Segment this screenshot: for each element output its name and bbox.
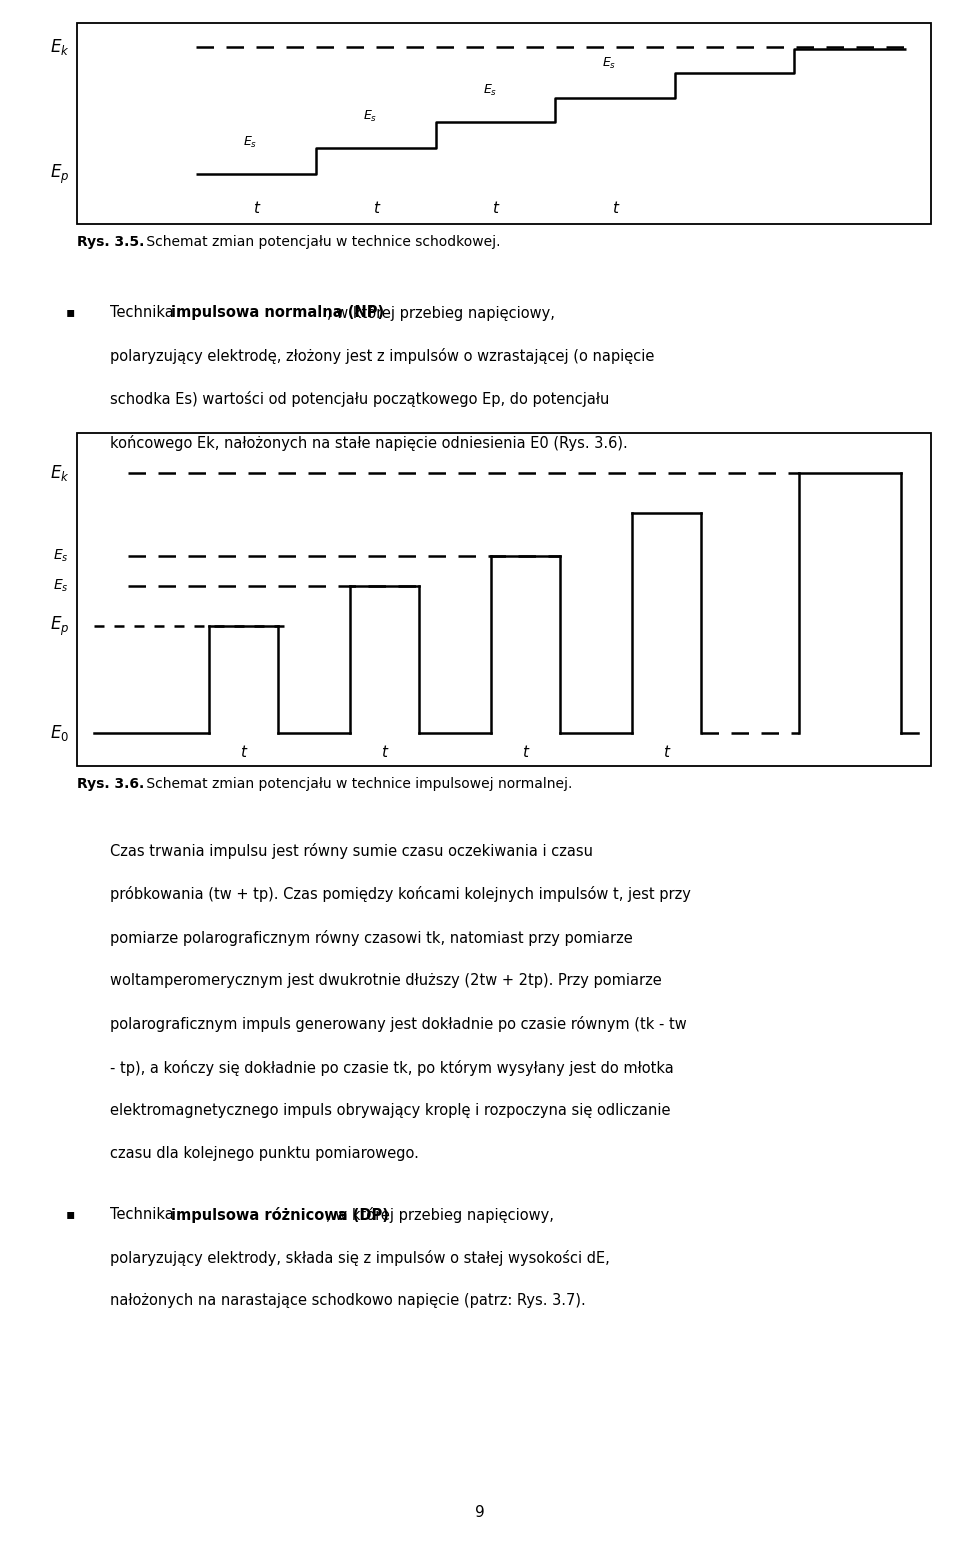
Text: t: t: [663, 746, 669, 760]
Text: t: t: [522, 746, 528, 760]
Text: $E_p$: $E_p$: [50, 162, 69, 186]
Text: nałożonych na narastające schodkowo napięcie (patrz: Rys. 3.7).: nałożonych na narastające schodkowo napi…: [110, 1293, 587, 1309]
Text: t: t: [492, 201, 498, 215]
Bar: [77, 23, 931, 224]
Text: polaryzujący elektrodę, złożony jest z impulsów o wzrastającej (o napięcie: polaryzujący elektrodę, złożony jest z i…: [110, 348, 655, 364]
Text: pomiarze polarograficznym równy czasowi tk, natomiast przy pomiarze: pomiarze polarograficznym równy czasowi …: [110, 930, 634, 945]
Text: Schemat zmian potencjału w technice schodkowej.: Schemat zmian potencjału w technice scho…: [142, 235, 500, 249]
Text: 9: 9: [475, 1505, 485, 1521]
Text: , w której przebieg napięciowy,: , w której przebieg napięciowy,: [326, 1207, 554, 1222]
Text: impulsowa różnicowa (DP): impulsowa różnicowa (DP): [171, 1207, 389, 1222]
Text: $E_s$: $E_s$: [244, 135, 257, 150]
Text: czasu dla kolejnego punktu pomiarowego.: czasu dla kolejnego punktu pomiarowego.: [110, 1146, 420, 1162]
Text: próbkowania (tw + tp). Czas pomiędzy końcami kolejnych impulsów t, jest przy: próbkowania (tw + tp). Czas pomiędzy koń…: [110, 886, 691, 902]
Text: Technika: Technika: [110, 305, 179, 320]
Text: polaryzujący elektrody, składa się z impulsów o stałej wysokości dE,: polaryzujący elektrody, składa się z imp…: [110, 1250, 611, 1265]
Text: ▪: ▪: [65, 1207, 75, 1221]
Text: t: t: [240, 746, 247, 760]
Text: Rys. 3.5.: Rys. 3.5.: [77, 235, 144, 249]
Text: t: t: [372, 201, 379, 215]
Text: $E_s$: $E_s$: [54, 548, 69, 565]
Text: Schemat zmian potencjału w technice impulsowej normalnej.: Schemat zmian potencjału w technice impu…: [142, 777, 572, 791]
Text: $E_k$: $E_k$: [50, 37, 69, 57]
Text: woltamperomerycznym jest dwukrotnie dłuższy (2tw + 2tp). Przy pomiarze: woltamperomerycznym jest dwukrotnie dłuż…: [110, 973, 662, 989]
Text: elektromagnetycznego impuls obrywający kroplę i rozpoczyna się odliczanie: elektromagnetycznego impuls obrywający k…: [110, 1103, 671, 1118]
Text: polarograficznym impuls generowany jest dokładnie po czasie równym (tk - tw: polarograficznym impuls generowany jest …: [110, 1016, 687, 1032]
Text: końcowego Ek, nałożonych na stałe napięcie odniesienia E0 (Rys. 3.6).: końcowego Ek, nałożonych na stałe napięc…: [110, 435, 628, 450]
Text: $E_0$: $E_0$: [50, 722, 69, 743]
Text: Technika: Technika: [110, 1207, 179, 1222]
Text: Rys. 3.6.: Rys. 3.6.: [77, 777, 144, 791]
Text: $E_s$: $E_s$: [602, 56, 616, 71]
Text: t: t: [253, 201, 259, 215]
Text: ▪: ▪: [65, 305, 75, 319]
Text: t: t: [612, 201, 618, 215]
Text: $E_s$: $E_s$: [54, 579, 69, 594]
Bar: [77, 433, 931, 766]
Text: schodka Es) wartości od potencjału początkowego Ep, do potencjału: schodka Es) wartości od potencjału począ…: [110, 391, 610, 407]
Text: impulsowa normalna (NP): impulsowa normalna (NP): [171, 305, 384, 320]
Text: Czas trwania impulsu jest równy sumie czasu oczekiwania i czasu: Czas trwania impulsu jest równy sumie cz…: [110, 843, 593, 859]
Text: t: t: [381, 746, 388, 760]
Text: - tp), a kończy się dokładnie po czasie tk, po którym wysyłany jest do młotka: - tp), a kończy się dokładnie po czasie …: [110, 1060, 674, 1075]
Text: $E_s$: $E_s$: [483, 82, 497, 97]
Text: $E_s$: $E_s$: [363, 108, 377, 124]
Text: , w której przebieg napięciowy,: , w której przebieg napięciowy,: [327, 305, 555, 320]
Text: $E_k$: $E_k$: [50, 463, 69, 483]
Text: $E_p$: $E_p$: [50, 614, 69, 637]
